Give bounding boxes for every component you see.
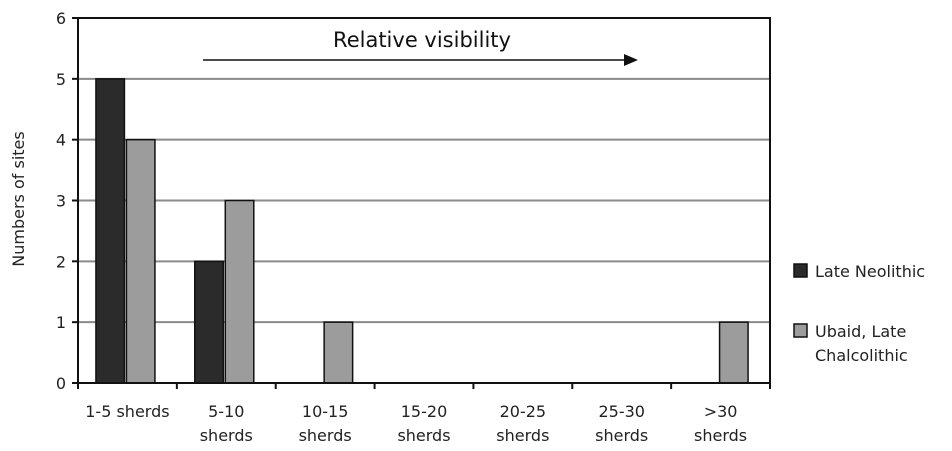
x-tick-label: 15-20 — [401, 402, 448, 421]
axes — [72, 17, 771, 389]
x-tick-label: sherds — [299, 426, 352, 445]
y-tick-labels: 0 1 2 3 4 5 6 — [56, 9, 66, 393]
y-tick-label: 3 — [56, 192, 66, 211]
legend-swatch — [793, 263, 808, 278]
x-tick-label: 25-30 — [598, 402, 645, 421]
y-tick-label: 2 — [56, 252, 66, 271]
y-tick-label: 1 — [56, 313, 66, 332]
y-axis-label: Numbers of sites — [9, 131, 28, 266]
bars — [95, 78, 749, 384]
bar — [95, 78, 126, 384]
bar — [224, 199, 255, 384]
x-tick-label: >30 — [704, 402, 738, 421]
x-tick-label: sherds — [694, 426, 747, 445]
y-tick-label: 4 — [56, 131, 66, 150]
x-tick-label: 5-10 — [208, 402, 244, 421]
bar — [125, 138, 156, 384]
legend-label: Late Neolithic — [815, 262, 925, 281]
x-tick-label: sherds — [595, 426, 648, 445]
x-tick-label: 10-15 — [302, 402, 349, 421]
x-tick-labels: 1-5 sherds 5-10 sherds 10-15 sherds 15-20 sher… — [85, 402, 747, 445]
x-tick-label: sherds — [200, 426, 253, 445]
x-tick-label: 1-5 sherds — [85, 402, 169, 421]
bar — [323, 321, 354, 384]
legend: Late Neolithic Ubaid, Late Chalcolithic — [793, 262, 925, 365]
y-tick-label: 0 — [56, 374, 66, 393]
legend-label: Chalcolithic — [815, 346, 908, 365]
y-tick-label: 5 — [56, 70, 66, 89]
gridlines — [78, 17, 770, 324]
bar — [718, 321, 749, 384]
x-tick-label: 20-25 — [500, 402, 547, 421]
relative-visibility-annotation: Relative visibility — [333, 28, 511, 52]
legend-swatch — [793, 323, 808, 338]
relative-visibility-arrow — [203, 54, 638, 66]
x-tick-label: sherds — [496, 426, 549, 445]
legend-label: Ubaid, Late — [815, 322, 906, 341]
bar — [194, 260, 225, 384]
y-tick-label: 6 — [56, 9, 66, 28]
x-tick-label: sherds — [397, 426, 450, 445]
